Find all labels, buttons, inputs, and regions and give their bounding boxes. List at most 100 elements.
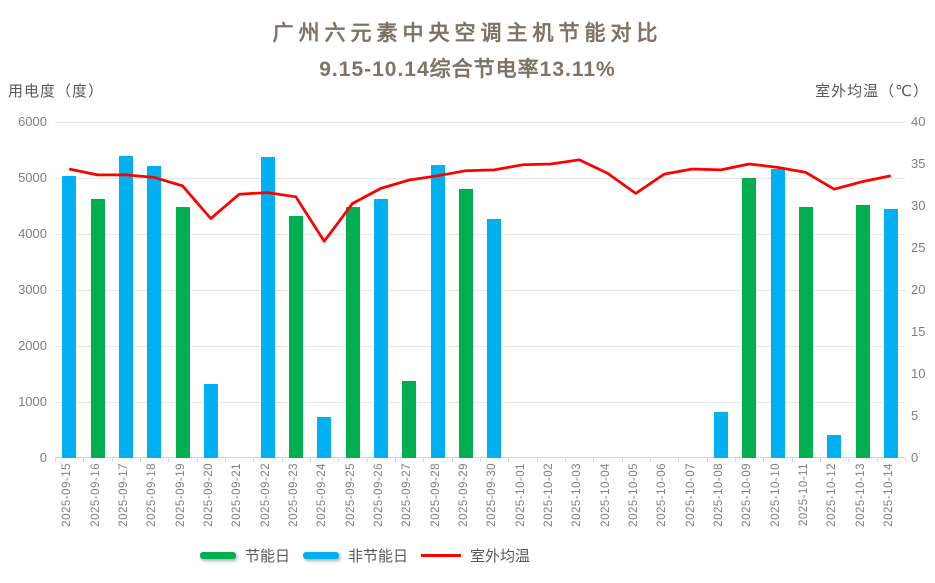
x-axis-tick-label: 2025-10-04	[599, 463, 612, 527]
x-axis-tick-label: 2025-10-05	[627, 463, 640, 527]
bar-非节能日	[713, 411, 728, 458]
left-axis-tick-label: 0	[39, 450, 47, 465]
x-axis-tick-label: 2025-10-03	[571, 463, 584, 527]
x-axis-tick-label: 2025-09-25	[344, 463, 357, 527]
bar-非节能日	[260, 156, 275, 458]
temperature-line	[68, 158, 892, 243]
x-axis-tickmark	[281, 458, 283, 462]
x-axis-tickmark	[763, 458, 765, 462]
x-axis-tickmark	[338, 458, 340, 462]
x-axis-tickmark	[791, 458, 793, 462]
chart-title: 广州六元素中央空调主机节能对比 9.15-10.14综合节电率13.11%	[0, 17, 935, 83]
legend-label: 非节能日	[348, 548, 409, 565]
x-axis-tickmark	[253, 458, 255, 462]
chart-title-line2: 9.15-10.14综合节电率13.11%	[319, 58, 616, 81]
left-axis-tick-label: 5000	[18, 170, 47, 185]
x-axis-tickmark	[508, 458, 510, 462]
gridline	[55, 290, 905, 291]
left-axis-tick-label: 3000	[18, 282, 47, 297]
right-axis-tick-label: 0	[911, 450, 919, 465]
x-axis-tickmark	[310, 458, 311, 462]
bar-节能日	[742, 178, 757, 458]
x-axis-tick-label: 2025-09-16	[89, 463, 102, 527]
left-axis-tick-label: 4000	[18, 226, 47, 241]
x-axis-tickmark	[111, 458, 113, 462]
x-axis-tick-label: 2025-10-11	[797, 463, 810, 526]
legend-swatch-节能日	[200, 552, 236, 559]
x-axis-tick-label: 2025-10-10	[769, 463, 782, 527]
x-axis-tick-label: 2025-09-23	[287, 463, 300, 527]
left-axis-tick-label: 2000	[18, 338, 47, 353]
x-axis-tickmark	[848, 458, 850, 462]
x-axis-tickmark	[565, 458, 566, 462]
x-axis-tickmark	[451, 458, 453, 462]
legend-swatch-非节能日	[303, 552, 340, 559]
temperature-polyline	[68, 158, 892, 243]
x-axis-tick-label: 2025-10-06	[656, 463, 669, 527]
legend-label: 室外均温	[470, 548, 531, 565]
bar-非节能日	[62, 176, 77, 458]
x-axis-tickmark	[395, 458, 396, 462]
x-axis-tickmark	[168, 458, 170, 462]
x-axis-tick-label: 2025-10-12	[826, 463, 839, 527]
bar-节能日	[798, 207, 813, 458]
x-axis-tick-label: 2025-10-01	[514, 463, 527, 527]
bar-节能日	[288, 215, 303, 458]
x-axis-tick-label: 2025-10-02	[542, 463, 555, 527]
x-axis-tickmark	[593, 458, 595, 462]
bar-非节能日	[147, 166, 162, 458]
x-axis-tickmark	[876, 458, 878, 462]
x-axis-tickmark	[225, 458, 226, 462]
x-axis-line	[55, 457, 905, 458]
legend-swatch-室外均温	[421, 554, 462, 557]
x-axis-tick-label: 2025-10-08	[712, 463, 725, 527]
left-axis-tick-label: 1000	[18, 394, 47, 409]
x-axis-tick-label: 2025-09-21	[231, 463, 244, 527]
bar-非节能日	[373, 198, 388, 458]
bar-非节能日	[487, 218, 502, 458]
x-axis-tick-label: 2025-09-17	[117, 463, 130, 527]
x-axis-tickmark	[196, 458, 198, 462]
x-axis-tickmark	[83, 458, 85, 462]
x-axis-tick-label: 2025-09-15	[61, 463, 74, 527]
x-axis-tickmark	[678, 458, 680, 462]
x-axis-tickmark	[423, 458, 425, 462]
x-axis-tickmark	[820, 458, 821, 462]
gridline	[55, 122, 905, 123]
right-axis-title: 室外均温（℃）	[815, 83, 929, 100]
plot-area	[55, 122, 906, 462]
right-axis-tick-label: 20	[911, 282, 926, 297]
x-axis-tick-label: 2025-09-29	[457, 463, 470, 527]
left-axis-title: 用电度（度）	[8, 83, 105, 100]
gridline	[55, 346, 905, 347]
x-axis-tickmark	[140, 458, 141, 462]
x-axis-tick-label: 2025-09-30	[486, 463, 499, 527]
bar-非节能日	[883, 208, 898, 458]
bar-非节能日	[430, 165, 445, 458]
left-axis-tick-label: 6000	[18, 114, 47, 129]
bar-节能日	[175, 207, 190, 458]
bar-非节能日	[317, 417, 332, 458]
x-axis-tick-label: 2025-09-28	[429, 463, 442, 527]
x-axis-tick-label: 2025-09-19	[174, 463, 187, 527]
x-axis-tick-label: 2025-10-09	[741, 463, 754, 527]
x-axis-tick-label: 2025-09-18	[146, 463, 159, 527]
legend: 节能日 非节能日 室外均温	[200, 545, 530, 566]
legend-item-节能日: 节能日	[200, 545, 290, 566]
right-axis-tick-label: 15	[911, 324, 926, 339]
x-axis-tickmark	[480, 458, 481, 462]
chart-title-line1: 广州六元素中央空调主机节能对比	[272, 22, 663, 45]
x-axis-tick-label: 2025-10-07	[684, 463, 697, 527]
right-axis-tick-label: 25	[911, 240, 926, 255]
bar-节能日	[402, 381, 417, 458]
bar-非节能日	[770, 168, 785, 458]
bar-节能日	[90, 198, 105, 458]
x-axis-tickmark	[366, 458, 368, 462]
right-axis-tick-label: 10	[911, 366, 926, 381]
bar-非节能日	[118, 156, 133, 458]
x-axis-tickmark	[905, 458, 906, 462]
right-axis-tick-label: 5	[911, 408, 919, 423]
x-axis-tickmark	[55, 458, 56, 462]
bar-节能日	[855, 205, 870, 458]
